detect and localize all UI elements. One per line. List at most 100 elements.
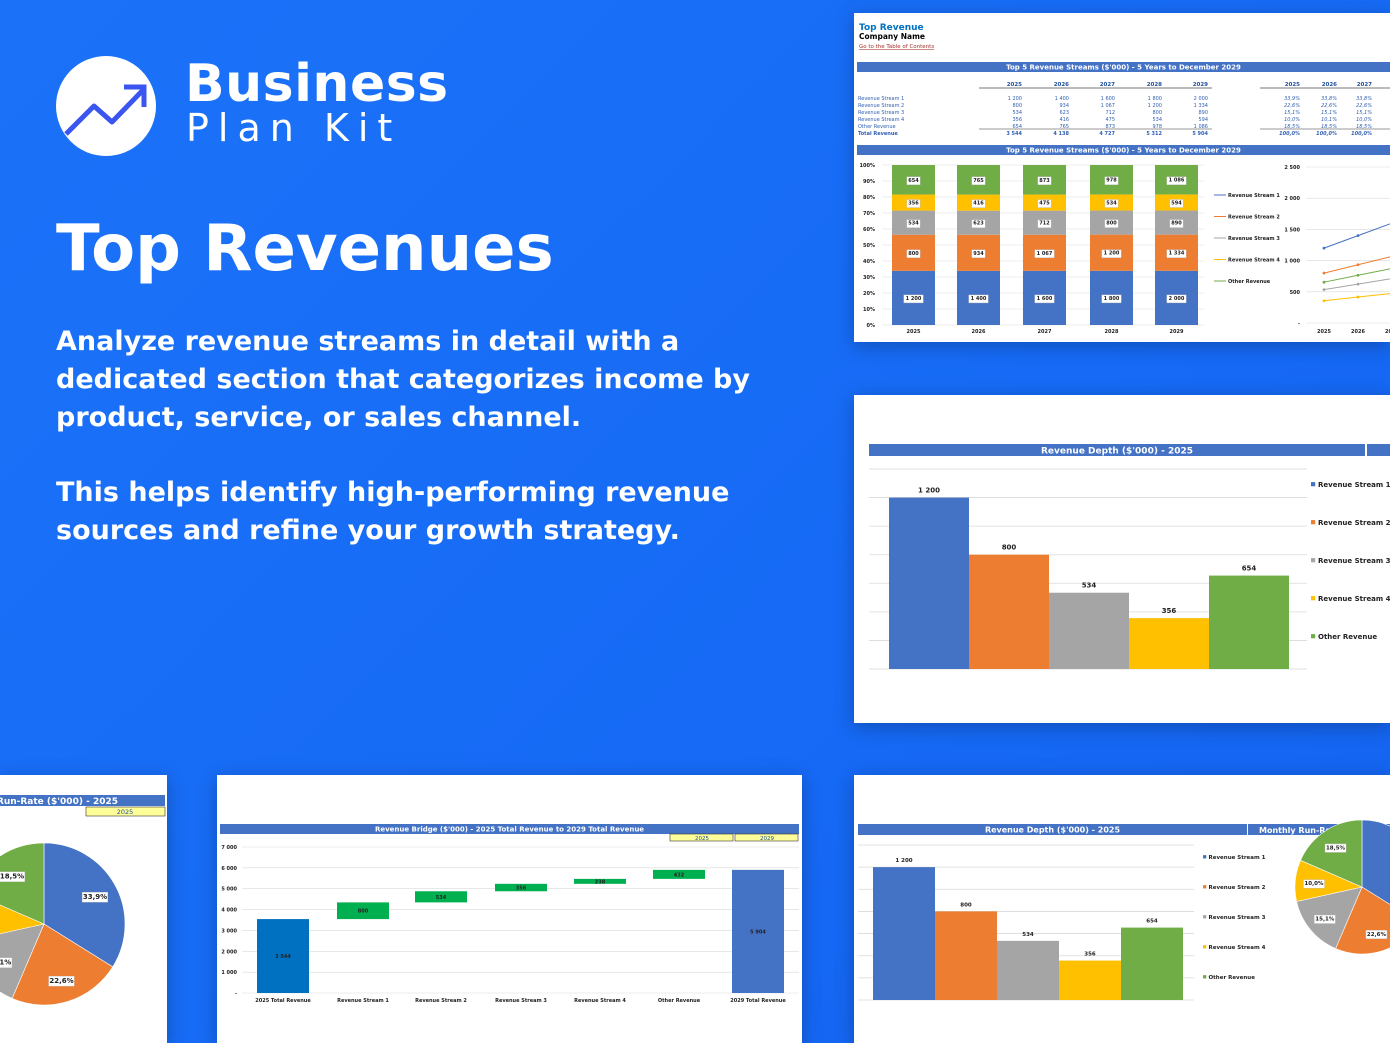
data-label-box (971, 176, 986, 185)
data-point (1322, 271, 1326, 275)
sheet-title: Top Revenue (859, 23, 924, 33)
data-point (1322, 246, 1326, 250)
year-selector[interactable] (85, 806, 166, 817)
legend-item: Revenue Stream 1 (1209, 855, 1266, 861)
pie-slice (0, 923, 45, 999)
data-label: 33,9% (83, 893, 107, 901)
cell-value: 654 (1012, 124, 1022, 130)
data-label: 18,5% (0, 873, 24, 881)
year-header: 2029 (1193, 82, 1208, 88)
y-tick-label: 0% (867, 323, 876, 329)
waterfall-bar (653, 869, 705, 879)
data-label: 534 (436, 895, 447, 901)
cell-value: 356 (1012, 117, 1022, 123)
bar (935, 911, 997, 1000)
year-selector[interactable] (669, 833, 734, 842)
title-bar (858, 824, 1247, 835)
data-label: 10,0% (1304, 881, 1324, 887)
cell-percent: 15,1% (1356, 110, 1372, 116)
x-tick-label: 2027 (1038, 329, 1052, 335)
legend-item: Other Revenue (1209, 975, 1256, 981)
y-tick-label: 60% (863, 227, 875, 233)
legend-item: Revenue Stream 3 (1209, 915, 1266, 921)
year-header: 2025 (1285, 82, 1300, 88)
y-tick-label: 10% (863, 307, 875, 313)
waterfall-bar (732, 869, 784, 993)
chart-title: Top 5 Revenue Streams ($'000) - 5 Years … (1006, 64, 1241, 72)
data-label: 623 (973, 221, 984, 227)
legend-item: Revenue Stream 2 (1318, 519, 1390, 527)
y-tick-label: - (235, 991, 237, 997)
data-label-box (1034, 294, 1055, 304)
data-label-box (1037, 199, 1052, 208)
year-header: 2025 (1007, 82, 1022, 88)
year-selector-value: 2029 (760, 836, 774, 842)
data-label: 475 (1039, 201, 1050, 207)
x-tick-label: 2026 (1351, 329, 1365, 335)
data-label: 800 (1002, 544, 1017, 552)
revenue-bridge-chart: Revenue Bridge ($'000) - 2025 Total Reve… (220, 824, 799, 1004)
data-label: 356 (1084, 952, 1096, 958)
chart-title: Monthly Run-Rate ($'000) - 2025 (0, 797, 118, 807)
x-tick-label: Revenue Stream 4 (574, 998, 626, 1004)
year-header: 2027 (1100, 82, 1115, 88)
data-label-box (971, 219, 986, 228)
x-tick-label: 2025 (907, 329, 921, 335)
data-label: 1 200 (895, 858, 912, 864)
pie-slice (0, 842, 45, 925)
data-label: 534 (1106, 201, 1117, 207)
data-point (1356, 282, 1360, 286)
row-label: Revenue Stream 1 (858, 96, 904, 102)
row-label: Revenue Stream 2 (858, 103, 904, 109)
data-label: 1 200 (918, 487, 940, 495)
cell-percent: 18,5% (1321, 124, 1337, 130)
data-label-box (48, 975, 75, 987)
cell-percent: 10,0% (1284, 117, 1300, 123)
data-label: 1 800 (1104, 296, 1120, 302)
title-bar (1367, 444, 1390, 456)
data-label: 800 (1106, 221, 1117, 227)
cell-value: 1 200 (1008, 96, 1022, 102)
x-tick-label: Revenue Stream 3 (495, 998, 547, 1004)
cell-value: 1 334 (1194, 103, 1208, 109)
legend-item: Other Revenue (1318, 633, 1377, 641)
legend-item: Revenue Stream 1 (1228, 193, 1280, 199)
data-label-box (906, 219, 921, 228)
cell-value: 594 (1198, 117, 1208, 123)
title-bar (0, 795, 165, 806)
y-tick-label: - (1298, 321, 1300, 327)
y-tick-label: 80% (863, 195, 875, 201)
table-of-contents-link[interactable]: Go to the Table of Contents (859, 44, 934, 50)
x-tick-label: 2025 Total Revenue (255, 998, 311, 1004)
data-label: 238 (595, 879, 606, 885)
bar (1209, 575, 1289, 669)
legend-swatch (1203, 975, 1207, 979)
legend-item: Revenue Stream 1 (1318, 481, 1390, 489)
cell-value: 978 (1152, 124, 1162, 130)
row-label: Revenue Stream 4 (858, 117, 904, 123)
waterfall-bar (337, 902, 389, 920)
title-bar (857, 62, 1390, 72)
legend-swatch (1311, 482, 1316, 487)
legend-item: Other Revenue (1228, 279, 1271, 285)
data-label-box (1034, 249, 1055, 258)
cell-value: 873 (1105, 124, 1115, 130)
row-label: Revenue Stream 3 (858, 110, 904, 116)
year-selector[interactable] (734, 833, 799, 842)
y-tick-label: 2 000 (1284, 196, 1300, 202)
data-label: 800 (908, 251, 919, 257)
data-label: 534 (1022, 932, 1034, 938)
x-tick-label: Revenue Stream 1 (337, 998, 389, 1004)
y-tick-label: 1 000 (1284, 259, 1300, 265)
cell-value: 712 (1105, 110, 1115, 116)
cell-value: 4 727 (1099, 131, 1115, 137)
data-label-box (1104, 199, 1119, 208)
y-tick-label: 90% (863, 179, 875, 185)
y-tick-label: 1 000 (221, 970, 237, 976)
year-selector-value: 2025 (695, 836, 709, 842)
data-label: 654 (908, 178, 919, 184)
pie-slice (1361, 819, 1390, 905)
cell-value: 5 312 (1146, 131, 1162, 137)
cell-value: 416 (1059, 117, 1069, 123)
data-label: 2 000 (1169, 296, 1185, 302)
